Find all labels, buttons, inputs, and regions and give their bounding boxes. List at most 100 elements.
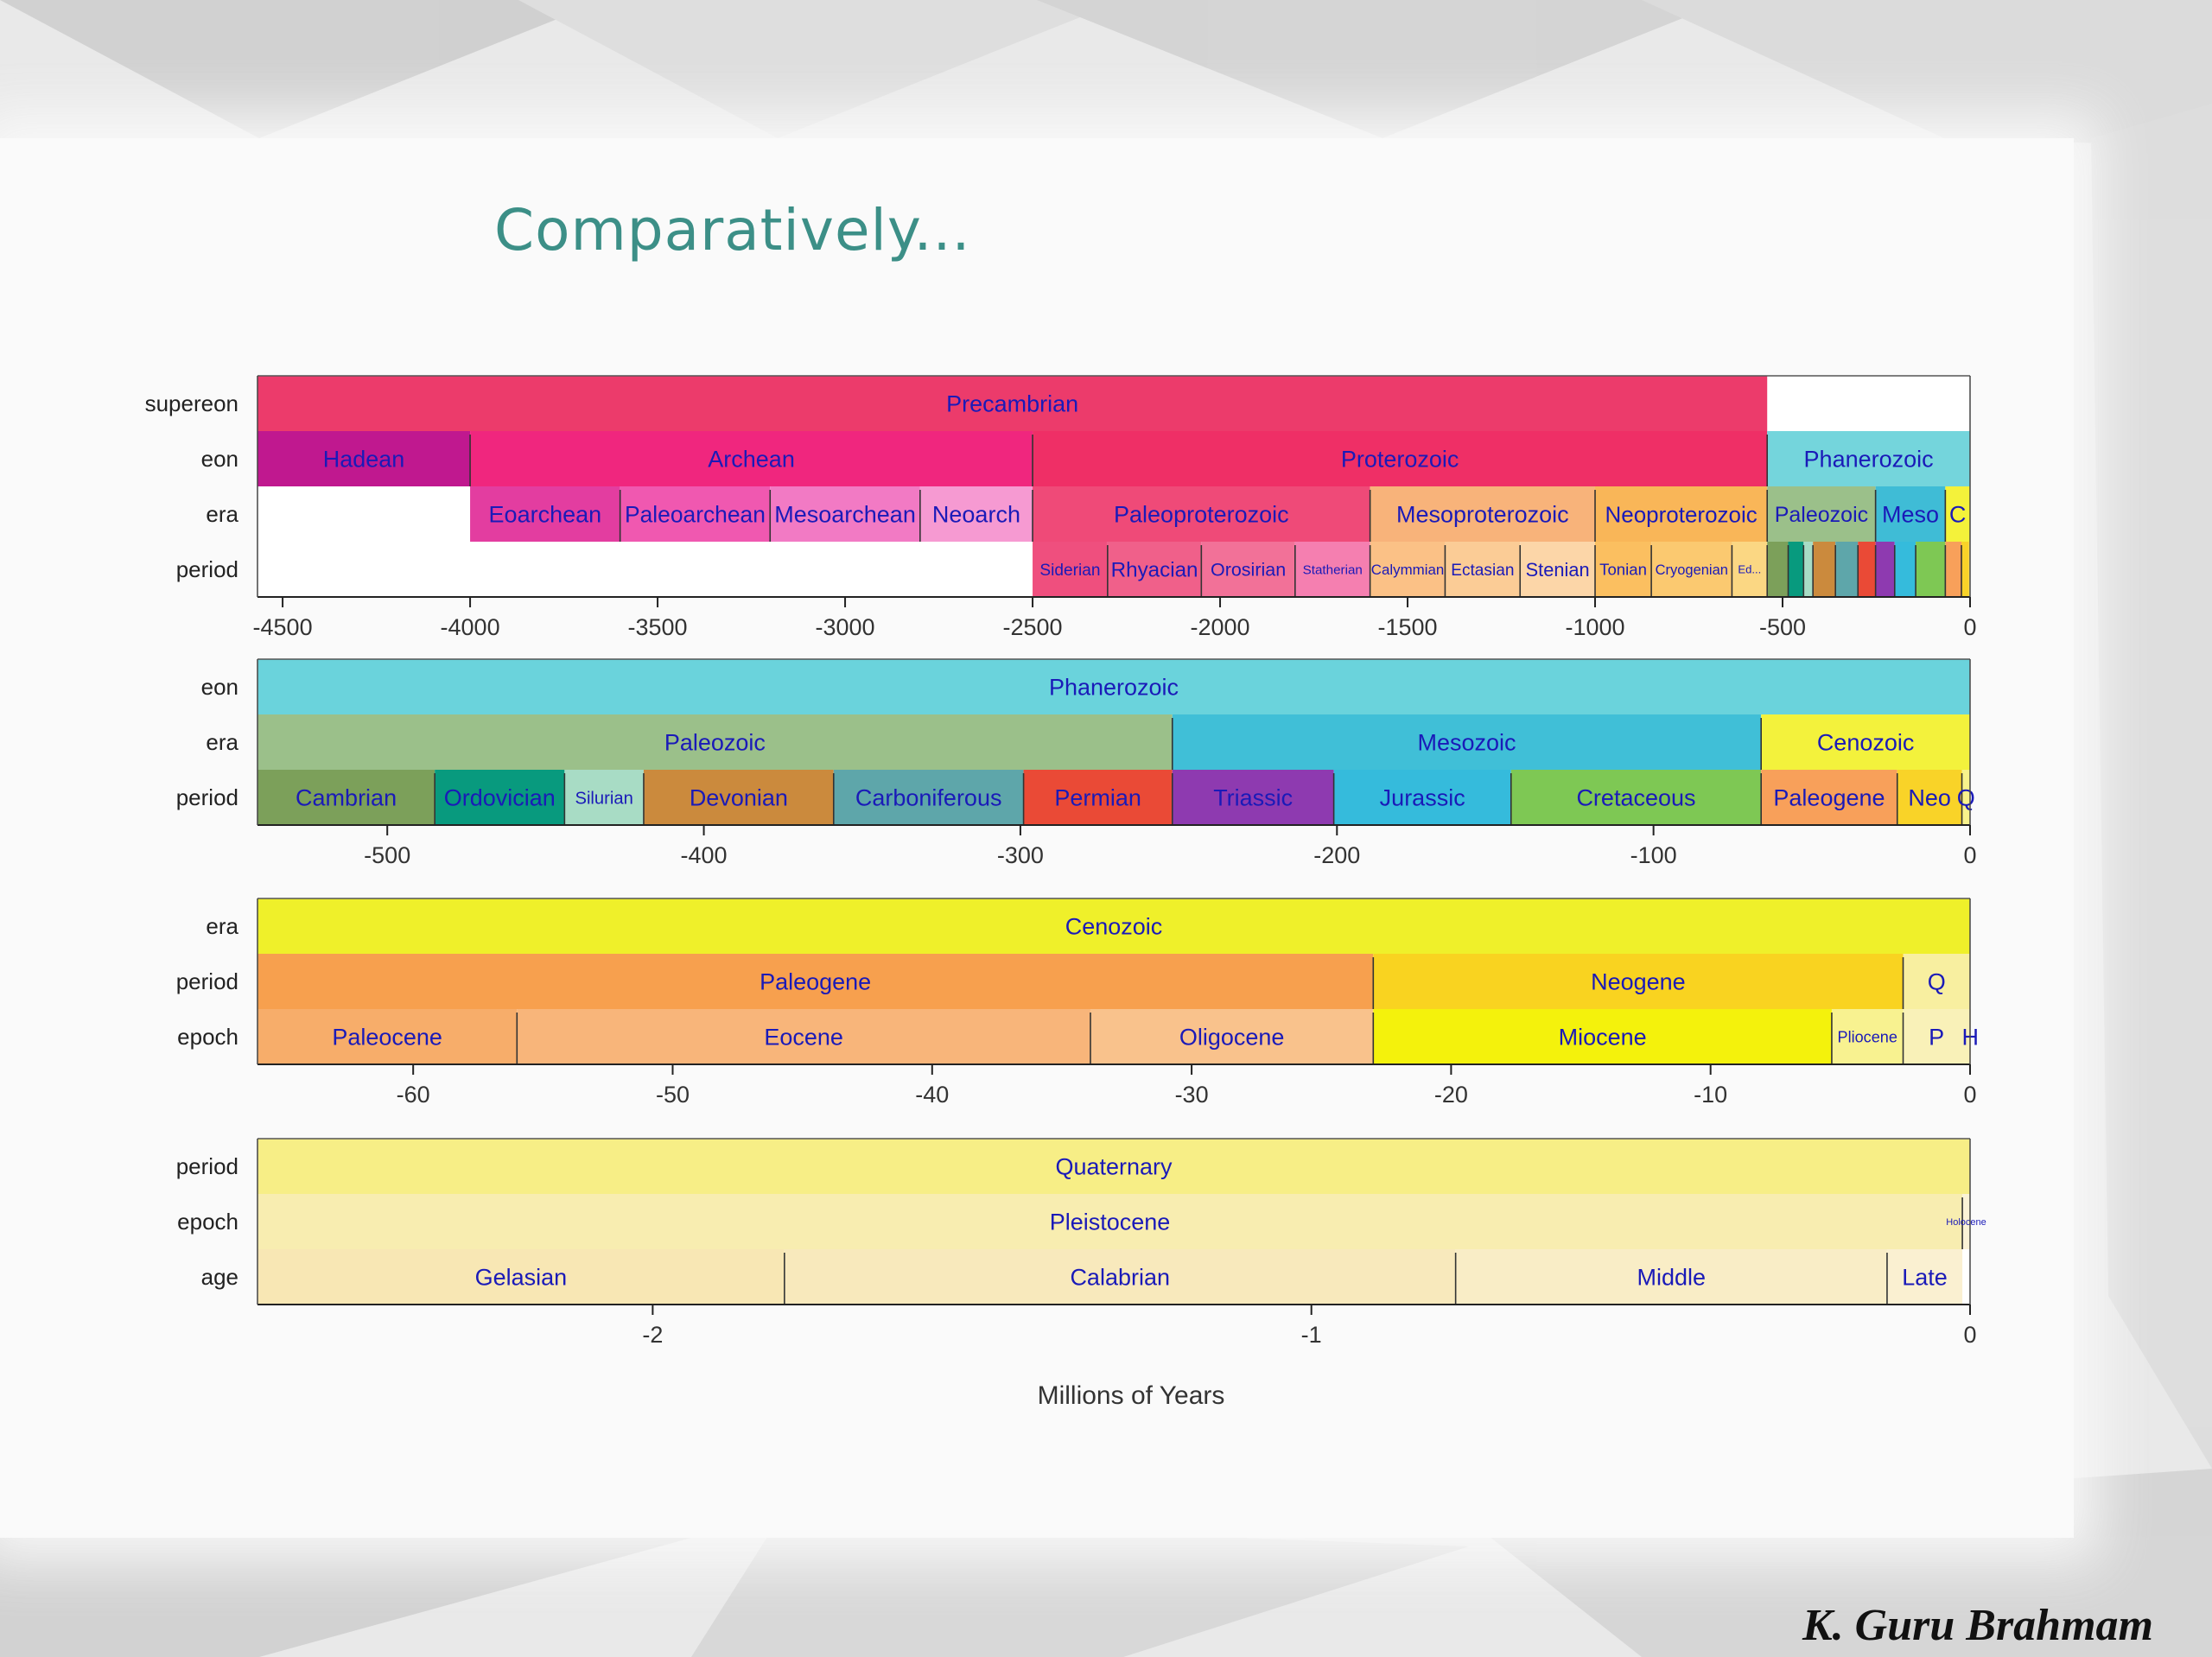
segment-bar-unlabeled: [1894, 542, 1916, 597]
row-label-period: period: [176, 784, 238, 810]
segment-label-phanerozoic: Phanerozoic: [1049, 675, 1179, 701]
row-label-epoch: epoch: [177, 1024, 238, 1050]
x-axis-title: Millions of Years: [1038, 1381, 1225, 1410]
segment-bar-gelasian: [257, 1249, 785, 1305]
segment-label-jurassic: Jurassic: [1380, 785, 1465, 811]
segment-bar-orosirian: [1201, 542, 1295, 597]
segment-bar-proterozoic: [1033, 431, 1768, 486]
segment-bar-phanerozoic: [1767, 431, 1970, 486]
segment-label-paleoproterozoic: Paleoproterozoic: [1114, 502, 1289, 528]
segment-label-q: Q: [1928, 969, 1946, 995]
x-tick-label: -40: [915, 1082, 949, 1108]
segment-bar-meso: [1875, 486, 1946, 542]
segment-label-siderian: Siderian: [1039, 562, 1100, 580]
segment-label-proterozoic: Proterozoic: [1341, 447, 1459, 473]
segment-label-c: C: [1949, 502, 1967, 528]
segment-bar-eocene: [517, 1009, 1090, 1064]
x-tick-label: -500: [1759, 614, 1806, 640]
segment-bar-neoproterozoic: [1595, 486, 1768, 542]
segment-bar-paleozoic: [257, 714, 1173, 770]
row-label-era: era: [206, 913, 238, 939]
segment-bar-neogene: [1373, 954, 1904, 1009]
segment-bar-archean: [470, 431, 1033, 486]
row-label-era: era: [206, 729, 238, 755]
x-tick-label: 0: [1963, 1082, 1976, 1108]
x-tick-label: -3500: [628, 614, 688, 640]
author-credit: K. Guru Brahmam: [1802, 1601, 2153, 1650]
segment-bar-unlabeled: [1767, 542, 1789, 597]
segment-label-meso: Meso: [1882, 502, 1939, 528]
x-tick-label: -4500: [253, 614, 313, 640]
segment-bar-unlabeled: [1803, 542, 1814, 597]
segment-label-mesoproterozoic: Mesoproterozoic: [1396, 502, 1569, 528]
segment-label-rhyacian: Rhyacian: [1111, 559, 1198, 582]
segment-bar-ed: [1732, 542, 1768, 597]
segment-bar-unlabeled: [1788, 542, 1804, 597]
segment-bar-carboniferous: [833, 770, 1024, 825]
segment-label-miocene: Miocene: [1559, 1025, 1647, 1051]
row-label-age: age: [201, 1264, 238, 1290]
segment-label-ed: Ed...: [1738, 563, 1761, 576]
segment-bar-unlabeled: [1858, 542, 1876, 597]
x-tick-label: -1000: [1565, 614, 1624, 640]
segment-label-pliocene: Pliocene: [1838, 1029, 1897, 1046]
segment-bar-paleozoic: [1767, 486, 1876, 542]
x-tick-label: -50: [656, 1082, 690, 1108]
slide-title: Comparatively...: [494, 197, 971, 263]
segment-label-holocene: Holocene: [1946, 1217, 1986, 1228]
segment-label-stenian: Stenian: [1526, 559, 1590, 581]
segment-bar-miocene: [1373, 1009, 1832, 1064]
segment-label-pleistocene: Pleistocene: [1050, 1209, 1171, 1235]
segment-bar-stenian: [1520, 542, 1596, 597]
segment-label-mesozoic: Mesozoic: [1417, 730, 1516, 756]
segment-bar-paleoproterozoic: [1033, 486, 1370, 542]
segment-label-calabrian: Calabrian: [1070, 1265, 1170, 1291]
segment-label-hadean: Hadean: [323, 447, 405, 473]
x-tick-label: -2000: [1191, 614, 1250, 640]
segment-label-paleogene: Paleogene: [1773, 785, 1885, 811]
x-tick-label: -300: [997, 842, 1044, 868]
segment-bar-paleogene: [257, 954, 1374, 1009]
segment-label-neogene: Neogene: [1591, 969, 1686, 995]
segment-label-permian: Permian: [1054, 785, 1141, 811]
segment-bar-holocene: [1962, 1194, 1970, 1249]
segment-bar-unlabeled: [1961, 542, 1969, 597]
segment-label-cryogenian: Cryogenian: [1656, 562, 1728, 578]
segment-bar-paleogene: [1761, 770, 1897, 825]
segment-bar-cambrian: [257, 770, 435, 825]
segment-bar-c: [1945, 486, 1970, 542]
segment-label-paleoarchean: Paleoarchean: [625, 501, 766, 527]
x-tick-label: -1500: [1377, 614, 1437, 640]
segment-bar-triassic: [1172, 770, 1334, 825]
segment-label-oligocene: Oligocene: [1179, 1025, 1285, 1051]
row-label-period: period: [176, 968, 238, 994]
segment-label-cambrian: Cambrian: [296, 785, 397, 811]
segment-bar-cretaceous: [1510, 770, 1762, 825]
segment-bar-paleocene: [257, 1009, 518, 1064]
segment-bar-unlabeled: [1875, 542, 1895, 597]
segment-bar-pleistocene: [257, 1194, 1963, 1249]
segment-bar-unlabeled: [1916, 542, 1946, 597]
x-tick-label: -100: [1630, 842, 1677, 868]
segment-label-paleozoic: Paleozoic: [664, 730, 766, 756]
segment-bar-statherian: [1294, 542, 1370, 597]
segment-bar-cryogenian: [1651, 542, 1732, 597]
segment-bar-jurassic: [1333, 770, 1511, 825]
segment-label-middle: Middle: [1637, 1265, 1707, 1291]
segment-bar-oligocene: [1090, 1009, 1374, 1064]
segment-label-archean: Archean: [708, 447, 795, 473]
x-tick-label: -1: [1301, 1322, 1322, 1348]
segment-label-cenozoic: Cenozoic: [1065, 914, 1163, 940]
segment-bar-silurian: [564, 770, 644, 825]
segment-label-statherian: Statherian: [1303, 562, 1363, 577]
x-tick-label: 0: [1963, 614, 1976, 640]
segment-bar-neo: [1897, 770, 1962, 825]
segment-label-paleogene: Paleogene: [760, 969, 871, 995]
segment-label-tonian: Tonian: [1599, 561, 1647, 579]
segment-label-devonian: Devonian: [690, 785, 788, 811]
segment-bar-rhyacian: [1107, 542, 1202, 597]
segment-bar-precambrian: [257, 376, 1768, 431]
x-tick-label: -500: [364, 842, 410, 868]
segment-bar-unlabeled: [1945, 542, 1962, 597]
row-label-period: period: [176, 556, 238, 582]
